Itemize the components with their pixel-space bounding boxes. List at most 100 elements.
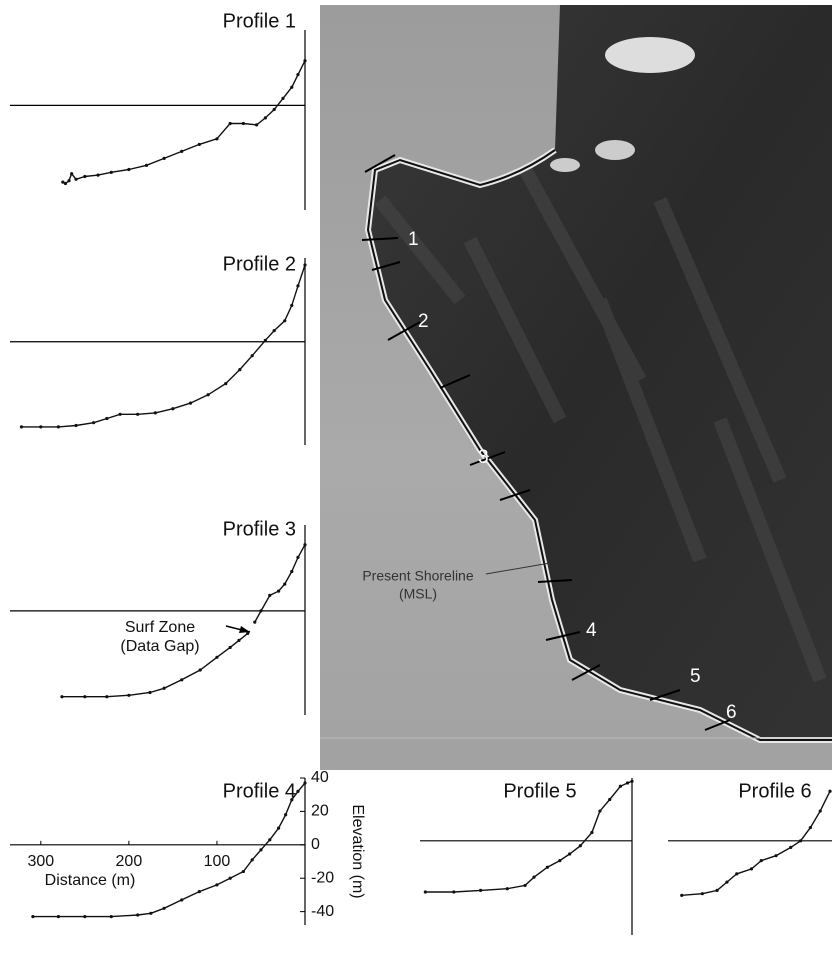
y-tick-label: 0 (311, 836, 320, 853)
profile-point (163, 687, 166, 690)
profile-point (296, 790, 299, 793)
profile-point (110, 915, 113, 918)
y-tick-label: -20 (311, 869, 334, 886)
profile-point (296, 556, 299, 559)
profile-line (33, 783, 305, 917)
profile-point (136, 913, 139, 916)
profile-point (251, 354, 254, 357)
profile-point (96, 174, 99, 177)
chart-title: Profile 4 (223, 780, 296, 802)
profile-point (215, 137, 218, 140)
profile-point (154, 411, 157, 414)
profile-point (253, 621, 256, 624)
profile-point (273, 108, 276, 111)
figure: 1 2 3 4 5 6 Present Shoreline (MSL) Prof… (0, 0, 832, 969)
profile-point (180, 678, 183, 681)
profile-point (735, 872, 738, 875)
profile-point (590, 831, 593, 834)
profile-point (579, 844, 582, 847)
profile-point (242, 870, 245, 873)
profile-point (296, 73, 299, 76)
y-tick-label: 40 (311, 769, 329, 786)
profile-point (67, 179, 70, 182)
profile-point (199, 668, 202, 671)
profile-point (546, 866, 549, 869)
transect-label: 6 (726, 702, 737, 723)
profile-point (180, 898, 183, 901)
profile-point (127, 168, 130, 171)
annotation: (Data Gap) (120, 638, 199, 655)
profile-point (725, 881, 728, 884)
profile-point (215, 656, 218, 659)
profile-point (70, 172, 73, 175)
profile-point (242, 122, 245, 125)
x-tick-label: 300 (27, 853, 54, 870)
profile-point (506, 887, 509, 890)
profile-point (229, 122, 232, 125)
profile-point (296, 284, 299, 287)
profile-point (74, 424, 77, 427)
profile-point (110, 171, 113, 174)
shoreline-label: (MSL) (399, 586, 437, 602)
profile-point (127, 694, 130, 697)
profile-point (163, 157, 166, 160)
x-tick-label: 200 (116, 853, 143, 870)
transect-label: 2 (418, 311, 429, 332)
profile-point (789, 846, 792, 849)
chart-title: Profile 1 (223, 10, 296, 32)
y-tick-label: 20 (311, 803, 329, 820)
profile-point (598, 809, 601, 812)
profile-point (558, 859, 561, 862)
profile-point (255, 123, 258, 126)
chart-title: Profile 3 (223, 518, 296, 540)
lake (595, 140, 635, 160)
profile-point (284, 813, 287, 816)
profile-point (268, 838, 271, 841)
profile-point (259, 848, 262, 851)
profile-point (237, 639, 240, 642)
profile-point (259, 609, 262, 612)
profile-point (701, 892, 704, 895)
y-tick-label: -40 (311, 903, 334, 920)
profile-point (83, 175, 86, 178)
profile-point (273, 329, 276, 332)
profile-point (290, 570, 293, 573)
profile-point (229, 877, 232, 880)
profile-point (283, 583, 286, 586)
profile-point (532, 876, 535, 879)
profile-point (424, 890, 427, 893)
y-axis-label: Elevation (m) (349, 804, 366, 898)
profile-point (828, 790, 831, 793)
annotation: Surf Zone (125, 619, 195, 636)
transect-label: 1 (408, 229, 419, 250)
profile-point (283, 319, 286, 322)
transect-label: 5 (690, 666, 701, 687)
profile-point (171, 407, 174, 410)
profile-line (21, 265, 305, 427)
profile-point (626, 781, 629, 784)
transect-label: 3 (478, 447, 489, 468)
chart-title: Profile 2 (223, 253, 296, 275)
profile-point (799, 839, 802, 842)
profile-point (774, 854, 777, 857)
profile-line (682, 791, 830, 895)
profile-point (238, 368, 241, 371)
profile-point (224, 382, 227, 385)
profile-point (198, 890, 201, 893)
profile-point (760, 859, 763, 862)
profile-point (680, 894, 683, 897)
profile-point (251, 858, 254, 861)
profile-point (92, 421, 95, 424)
profile-point (303, 543, 306, 546)
profile-point (750, 867, 753, 870)
profile-point (277, 827, 280, 830)
lake (550, 158, 580, 172)
profile-point (303, 59, 306, 62)
profile-point (229, 646, 232, 649)
profile-point (264, 116, 267, 119)
profile-point (83, 915, 86, 918)
transect-label: 4 (586, 620, 597, 641)
profile-point (281, 97, 284, 100)
profile-point (277, 590, 280, 593)
profile-point (619, 785, 622, 788)
